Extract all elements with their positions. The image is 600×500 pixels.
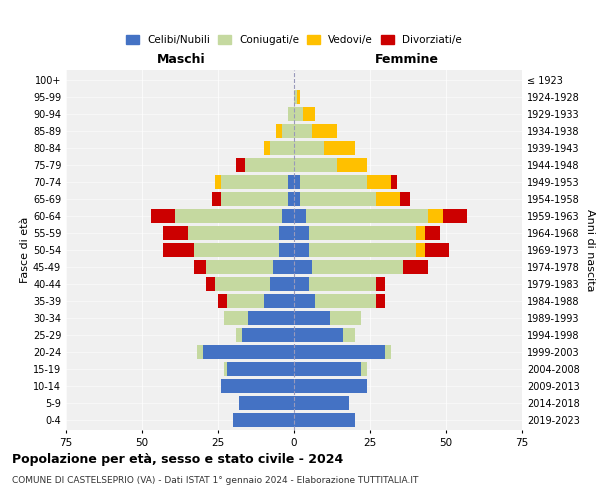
- Bar: [400, 192, 410, 206]
- Bar: [300, 192, 376, 206]
- Bar: [276, 124, 282, 138]
- Bar: [309, 226, 416, 240]
- Bar: [269, 276, 294, 291]
- Bar: [227, 294, 263, 308]
- Bar: [245, 158, 294, 172]
- Bar: [294, 276, 309, 291]
- Bar: [273, 260, 294, 274]
- Bar: [367, 175, 391, 190]
- Bar: [215, 276, 269, 291]
- Bar: [197, 344, 203, 359]
- Bar: [194, 260, 206, 274]
- Bar: [312, 124, 337, 138]
- Bar: [221, 378, 294, 393]
- Bar: [294, 294, 315, 308]
- Bar: [294, 175, 300, 190]
- Bar: [294, 344, 385, 359]
- Bar: [294, 243, 309, 257]
- Bar: [300, 175, 367, 190]
- Bar: [263, 294, 294, 308]
- Bar: [282, 209, 294, 224]
- Bar: [188, 226, 279, 240]
- Bar: [309, 276, 376, 291]
- Bar: [163, 243, 194, 257]
- Bar: [194, 243, 279, 257]
- Bar: [218, 294, 227, 308]
- Bar: [385, 344, 391, 359]
- Bar: [294, 412, 355, 427]
- Bar: [376, 276, 385, 291]
- Bar: [331, 310, 361, 325]
- Bar: [227, 362, 294, 376]
- Bar: [212, 192, 221, 206]
- Bar: [288, 192, 294, 206]
- Bar: [425, 226, 440, 240]
- Bar: [294, 226, 309, 240]
- Bar: [376, 294, 385, 308]
- Bar: [279, 243, 294, 257]
- Bar: [294, 158, 337, 172]
- Bar: [175, 209, 282, 224]
- Bar: [236, 158, 245, 172]
- Bar: [416, 226, 425, 240]
- Bar: [303, 107, 315, 122]
- Bar: [294, 328, 343, 342]
- Bar: [151, 209, 175, 224]
- Bar: [221, 192, 288, 206]
- Bar: [376, 192, 400, 206]
- Bar: [325, 141, 355, 156]
- Bar: [294, 260, 312, 274]
- Text: COMUNE DI CASTELSEPRIO (VA) - Dati ISTAT 1° gennaio 2024 - Elaborazione TUTTITAL: COMUNE DI CASTELSEPRIO (VA) - Dati ISTAT…: [12, 476, 418, 485]
- Bar: [282, 124, 294, 138]
- Bar: [242, 328, 294, 342]
- Bar: [294, 141, 325, 156]
- Bar: [163, 226, 188, 240]
- Bar: [248, 310, 294, 325]
- Bar: [443, 209, 467, 224]
- Y-axis label: Fasce di età: Fasce di età: [20, 217, 30, 283]
- Bar: [337, 158, 367, 172]
- Bar: [263, 141, 269, 156]
- Legend: Celibi/Nubili, Coniugati/e, Vedovi/e, Divorziati/e: Celibi/Nubili, Coniugati/e, Vedovi/e, Di…: [123, 32, 465, 48]
- Text: Maschi: Maschi: [157, 54, 206, 66]
- Bar: [425, 243, 449, 257]
- Bar: [203, 344, 294, 359]
- Bar: [416, 243, 425, 257]
- Bar: [279, 226, 294, 240]
- Text: Femmine: Femmine: [374, 54, 439, 66]
- Bar: [294, 209, 306, 224]
- Bar: [315, 294, 376, 308]
- Bar: [288, 107, 294, 122]
- Bar: [297, 90, 300, 104]
- Bar: [224, 362, 227, 376]
- Bar: [233, 412, 294, 427]
- Bar: [343, 328, 355, 342]
- Bar: [236, 328, 242, 342]
- Text: Popolazione per età, sesso e stato civile - 2024: Popolazione per età, sesso e stato civil…: [12, 452, 343, 466]
- Bar: [428, 209, 443, 224]
- Bar: [312, 260, 403, 274]
- Bar: [269, 141, 294, 156]
- Bar: [294, 90, 297, 104]
- Bar: [294, 378, 367, 393]
- Bar: [361, 362, 367, 376]
- Bar: [309, 243, 416, 257]
- Bar: [294, 396, 349, 410]
- Bar: [294, 192, 300, 206]
- Bar: [215, 175, 221, 190]
- Bar: [294, 107, 303, 122]
- Bar: [306, 209, 428, 224]
- Bar: [403, 260, 428, 274]
- Bar: [294, 362, 361, 376]
- Bar: [221, 175, 288, 190]
- Bar: [294, 124, 312, 138]
- Bar: [294, 310, 331, 325]
- Bar: [288, 175, 294, 190]
- Bar: [206, 260, 273, 274]
- Y-axis label: Anni di nascita: Anni di nascita: [585, 209, 595, 291]
- Bar: [239, 396, 294, 410]
- Bar: [391, 175, 397, 190]
- Bar: [224, 310, 248, 325]
- Bar: [206, 276, 215, 291]
